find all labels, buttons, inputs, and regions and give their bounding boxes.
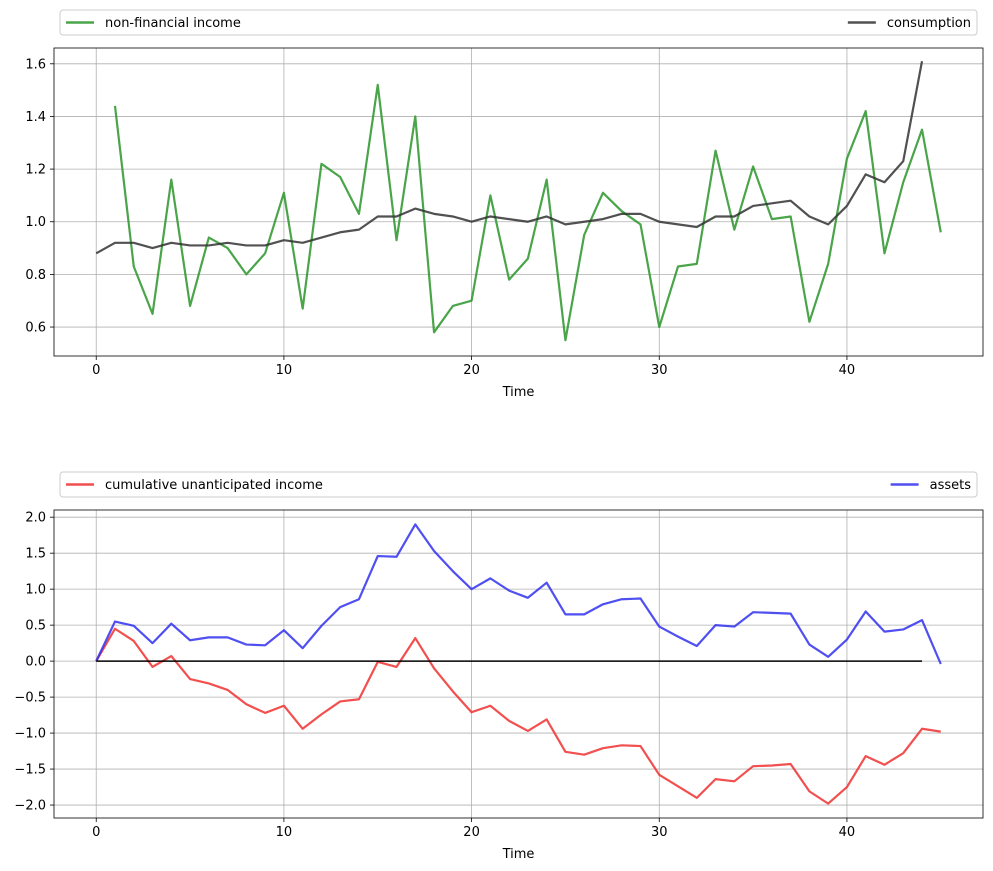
x-tick-label: 20 xyxy=(463,363,480,378)
y-tick-label: 0.5 xyxy=(25,619,46,634)
x-tick-label: 0 xyxy=(92,825,100,840)
x-axis-label: Time xyxy=(502,847,535,862)
legend-label: non-financial income xyxy=(105,16,241,31)
x-tick-label: 30 xyxy=(651,825,668,840)
x-tick-label: 40 xyxy=(839,363,856,378)
y-tick-label: 1.5 xyxy=(25,547,46,562)
y-tick-label: 1.4 xyxy=(25,110,46,125)
y-tick-label: 2.0 xyxy=(25,511,46,526)
x-tick-label: 40 xyxy=(839,825,856,840)
series-line-non-financial-income xyxy=(113,83,942,342)
x-tick-label: 30 xyxy=(651,363,668,378)
series-line-assets xyxy=(95,523,942,665)
y-tick-label: 0.8 xyxy=(25,268,46,283)
legend-label: cumulative unanticipated income xyxy=(105,478,323,493)
legend-label: assets xyxy=(930,478,972,493)
y-tick-label: 0.6 xyxy=(25,321,46,336)
legend: non-financial income consumption xyxy=(59,9,978,36)
legend-frame xyxy=(59,9,978,36)
y-tick-label: 1.6 xyxy=(25,57,46,72)
y-tick-label: 1.2 xyxy=(25,163,46,178)
x-tick-label: 10 xyxy=(276,363,293,378)
chart-2: 0 10 20 30 40 −2.0 −1.5 −1.0 −0.5 0.0 0.5 1.0 1.5 2.0… xyxy=(14,471,984,862)
x-tick-label: 0 xyxy=(92,363,100,378)
x-tick-label: 20 xyxy=(463,825,480,840)
y-tick-label: 1.0 xyxy=(25,215,46,230)
axes-frame xyxy=(53,509,984,819)
series-line-cumulative-unanticipated-income xyxy=(95,627,941,805)
y-tick-label: −2.0 xyxy=(14,799,46,814)
chart-1: 0 10 20 30 40 0.6 0.8 1.0 1.2 1.4 1.6 Time non-finan… xyxy=(25,9,984,400)
legend: cumulative unanticipated income assets xyxy=(59,471,978,498)
y-tick-label: −1.5 xyxy=(14,763,46,778)
y-tick-label: 0.0 xyxy=(25,655,46,670)
x-axis-label: Time xyxy=(502,385,535,400)
series-line-consumption xyxy=(95,60,924,255)
y-tick-label: 1.0 xyxy=(25,583,46,598)
legend-label: consumption xyxy=(887,16,971,31)
x-tick-label: 10 xyxy=(276,825,293,840)
axes-frame xyxy=(53,47,984,357)
y-tick-label: −0.5 xyxy=(14,691,46,706)
y-tick-label: −1.0 xyxy=(14,727,46,742)
legend-frame xyxy=(59,471,978,498)
